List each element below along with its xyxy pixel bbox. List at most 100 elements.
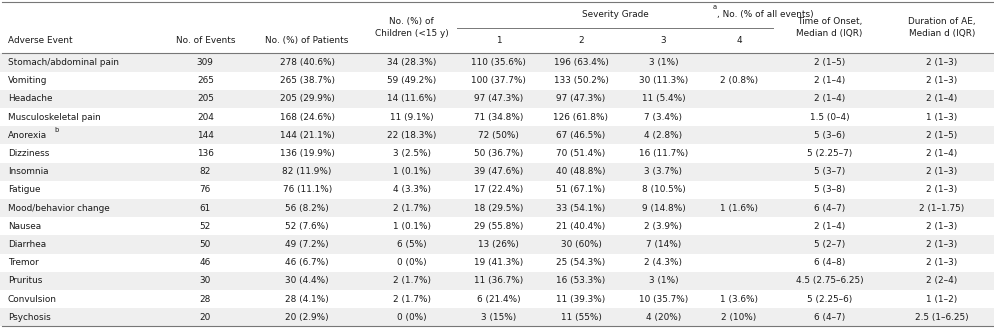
Text: 49 (7.2%): 49 (7.2%) xyxy=(285,240,329,249)
Bar xyxy=(0,199,994,217)
Text: 22 (18.3%): 22 (18.3%) xyxy=(387,131,436,140)
Text: 11 (39.3%): 11 (39.3%) xyxy=(557,295,605,304)
Text: 46 (6.7%): 46 (6.7%) xyxy=(285,258,329,267)
Text: 50 (36.7%): 50 (36.7%) xyxy=(474,149,523,158)
Text: Adverse Event: Adverse Event xyxy=(8,36,73,45)
Text: 29 (55.8%): 29 (55.8%) xyxy=(474,222,523,231)
Text: 72 (50%): 72 (50%) xyxy=(478,131,519,140)
Text: 4 (20%): 4 (20%) xyxy=(646,313,681,322)
Text: 309: 309 xyxy=(197,58,214,67)
Text: 2 (1–5): 2 (1–5) xyxy=(814,58,845,67)
Bar xyxy=(0,290,994,308)
Text: 144: 144 xyxy=(197,131,214,140)
Text: 205 (29.9%): 205 (29.9%) xyxy=(279,94,335,103)
Text: 2 (1–3): 2 (1–3) xyxy=(926,167,957,176)
Text: Headache: Headache xyxy=(8,94,53,103)
Text: 196 (63.4%): 196 (63.4%) xyxy=(554,58,608,67)
Text: 5 (2.25–6): 5 (2.25–6) xyxy=(807,295,852,304)
Text: 20: 20 xyxy=(200,313,211,322)
Text: Psychosis: Psychosis xyxy=(8,313,51,322)
Text: 4 (2.8%): 4 (2.8%) xyxy=(644,131,683,140)
Text: 28: 28 xyxy=(200,295,211,304)
Text: 5 (3–6): 5 (3–6) xyxy=(814,131,845,140)
Text: 136: 136 xyxy=(197,149,214,158)
Text: 76 (11.1%): 76 (11.1%) xyxy=(282,185,332,195)
Bar xyxy=(0,163,994,181)
Text: 34 (28.3%): 34 (28.3%) xyxy=(387,58,436,67)
Bar xyxy=(0,72,994,90)
Text: 278 (40.6%): 278 (40.6%) xyxy=(279,58,335,67)
Text: 82 (11.9%): 82 (11.9%) xyxy=(282,167,332,176)
Bar xyxy=(0,181,994,199)
Bar xyxy=(0,272,994,290)
Text: 1: 1 xyxy=(496,36,501,45)
Text: 5 (3–8): 5 (3–8) xyxy=(814,185,845,195)
Text: 30 (11.3%): 30 (11.3%) xyxy=(639,76,688,85)
Bar xyxy=(0,90,994,108)
Text: 71 (34.8%): 71 (34.8%) xyxy=(474,113,523,122)
Text: , No. (% of all events): , No. (% of all events) xyxy=(717,10,813,19)
Bar xyxy=(0,144,994,163)
Text: Vomiting: Vomiting xyxy=(8,76,48,85)
Text: 16 (11.7%): 16 (11.7%) xyxy=(639,149,688,158)
Text: 1.5 (0–4): 1.5 (0–4) xyxy=(810,113,849,122)
Text: Anorexia: Anorexia xyxy=(8,131,47,140)
Text: 3 (1%): 3 (1%) xyxy=(649,277,678,285)
Text: Convulsion: Convulsion xyxy=(8,295,57,304)
Bar xyxy=(0,53,994,72)
Text: 6 (4–7): 6 (4–7) xyxy=(814,204,845,213)
Text: 7 (3.4%): 7 (3.4%) xyxy=(644,113,683,122)
Text: 18 (29.5%): 18 (29.5%) xyxy=(474,204,523,213)
Text: 5 (3–7): 5 (3–7) xyxy=(814,167,845,176)
Text: 3 (1%): 3 (1%) xyxy=(649,58,678,67)
Text: 1 (1–2): 1 (1–2) xyxy=(926,295,957,304)
Text: 2 (1–3): 2 (1–3) xyxy=(926,58,957,67)
Text: 30 (4.4%): 30 (4.4%) xyxy=(285,277,329,285)
Text: 59 (49.2%): 59 (49.2%) xyxy=(387,76,436,85)
Text: 265: 265 xyxy=(197,76,214,85)
Text: 2 (1.7%): 2 (1.7%) xyxy=(393,295,430,304)
Text: 133 (50.2%): 133 (50.2%) xyxy=(554,76,608,85)
Text: 2 (1–4): 2 (1–4) xyxy=(926,149,957,158)
Text: 97 (47.3%): 97 (47.3%) xyxy=(557,94,605,103)
Text: Time of Onset,: Time of Onset, xyxy=(797,17,862,26)
Text: 4 (3.3%): 4 (3.3%) xyxy=(393,185,430,195)
Text: 33 (54.1%): 33 (54.1%) xyxy=(557,204,605,213)
Text: 39 (47.6%): 39 (47.6%) xyxy=(474,167,523,176)
Text: 2 (1–3): 2 (1–3) xyxy=(926,185,957,195)
Text: 168 (24.6%): 168 (24.6%) xyxy=(279,113,335,122)
Text: 110 (35.6%): 110 (35.6%) xyxy=(471,58,526,67)
Text: 51 (67.1%): 51 (67.1%) xyxy=(557,185,605,195)
Text: 20 (2.9%): 20 (2.9%) xyxy=(285,313,329,322)
Text: 1 (0.1%): 1 (0.1%) xyxy=(393,222,430,231)
Text: 40 (48.8%): 40 (48.8%) xyxy=(557,167,605,176)
Text: Median d (IQR): Median d (IQR) xyxy=(909,29,975,38)
Text: 3 (2.5%): 3 (2.5%) xyxy=(393,149,430,158)
Text: Children (<15 y): Children (<15 y) xyxy=(375,29,448,38)
Text: 52: 52 xyxy=(200,222,211,231)
Text: 2 (1.7%): 2 (1.7%) xyxy=(393,204,430,213)
Text: 2 (4.3%): 2 (4.3%) xyxy=(644,258,683,267)
Bar xyxy=(0,308,994,326)
Text: 2 (1–4): 2 (1–4) xyxy=(926,94,957,103)
Text: 144 (21.1%): 144 (21.1%) xyxy=(279,131,335,140)
Text: 17 (22.4%): 17 (22.4%) xyxy=(474,185,523,195)
Text: 13 (26%): 13 (26%) xyxy=(478,240,519,249)
Text: Nausea: Nausea xyxy=(8,222,41,231)
Text: 56 (8.2%): 56 (8.2%) xyxy=(285,204,329,213)
Bar xyxy=(0,108,994,126)
Text: Mood/behavior change: Mood/behavior change xyxy=(8,204,109,213)
Text: 30 (60%): 30 (60%) xyxy=(561,240,601,249)
Text: 2 (3.9%): 2 (3.9%) xyxy=(644,222,683,231)
Text: Median d (IQR): Median d (IQR) xyxy=(796,29,863,38)
Text: 1 (1.6%): 1 (1.6%) xyxy=(720,204,758,213)
Text: 3 (3.7%): 3 (3.7%) xyxy=(644,167,683,176)
Text: 70 (51.4%): 70 (51.4%) xyxy=(557,149,605,158)
Text: b: b xyxy=(55,127,59,133)
Text: 5 (2.25–7): 5 (2.25–7) xyxy=(807,149,852,158)
Text: 2 (1–5): 2 (1–5) xyxy=(926,131,957,140)
Text: No. of Events: No. of Events xyxy=(176,36,235,45)
Text: 2 (1–1.75): 2 (1–1.75) xyxy=(919,204,964,213)
Text: 1 (0.1%): 1 (0.1%) xyxy=(393,167,430,176)
Text: Tremor: Tremor xyxy=(8,258,39,267)
